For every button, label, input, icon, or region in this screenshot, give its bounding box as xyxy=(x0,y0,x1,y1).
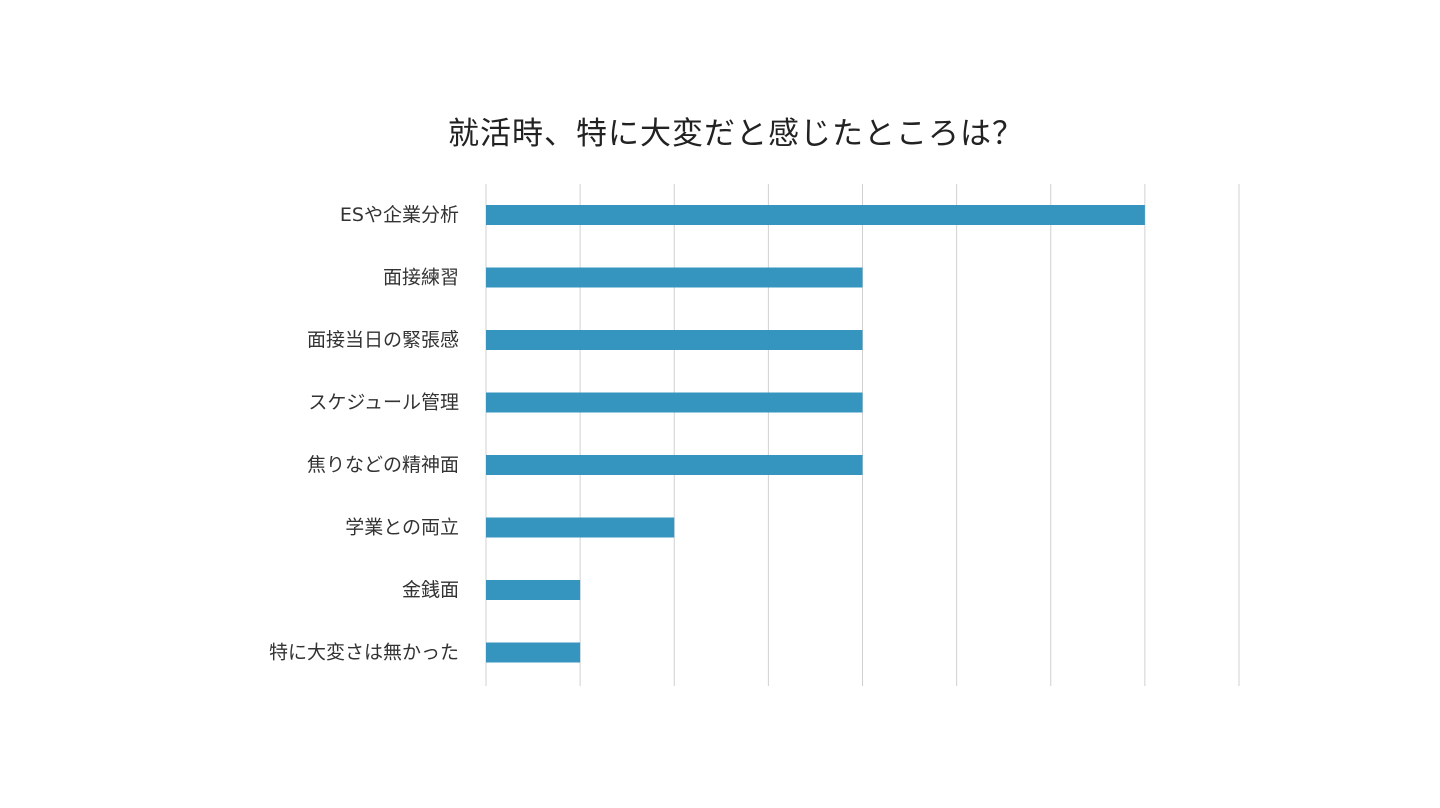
category-label: 焦りなどの精神面 xyxy=(307,454,459,476)
category-label: 金銭面 xyxy=(402,579,459,601)
category-label: スケジュール管理 xyxy=(308,392,459,414)
bar xyxy=(486,267,863,288)
category-label: 面接当日の緊張感 xyxy=(307,329,459,351)
category-label: 学業との両立 xyxy=(345,517,459,539)
bar xyxy=(486,455,863,475)
bar xyxy=(486,642,581,663)
chart-title: 就活時、特に大変だと感じたところは？ xyxy=(448,116,1024,152)
bar xyxy=(486,517,675,538)
category-label: 特に大変さは無かった xyxy=(269,642,459,664)
bar xyxy=(486,580,581,600)
bar xyxy=(486,392,863,413)
bar xyxy=(486,205,1145,225)
bar xyxy=(486,330,863,350)
category-label: ESや企業分析 xyxy=(340,204,459,226)
category-label: 面接練習 xyxy=(383,267,459,289)
